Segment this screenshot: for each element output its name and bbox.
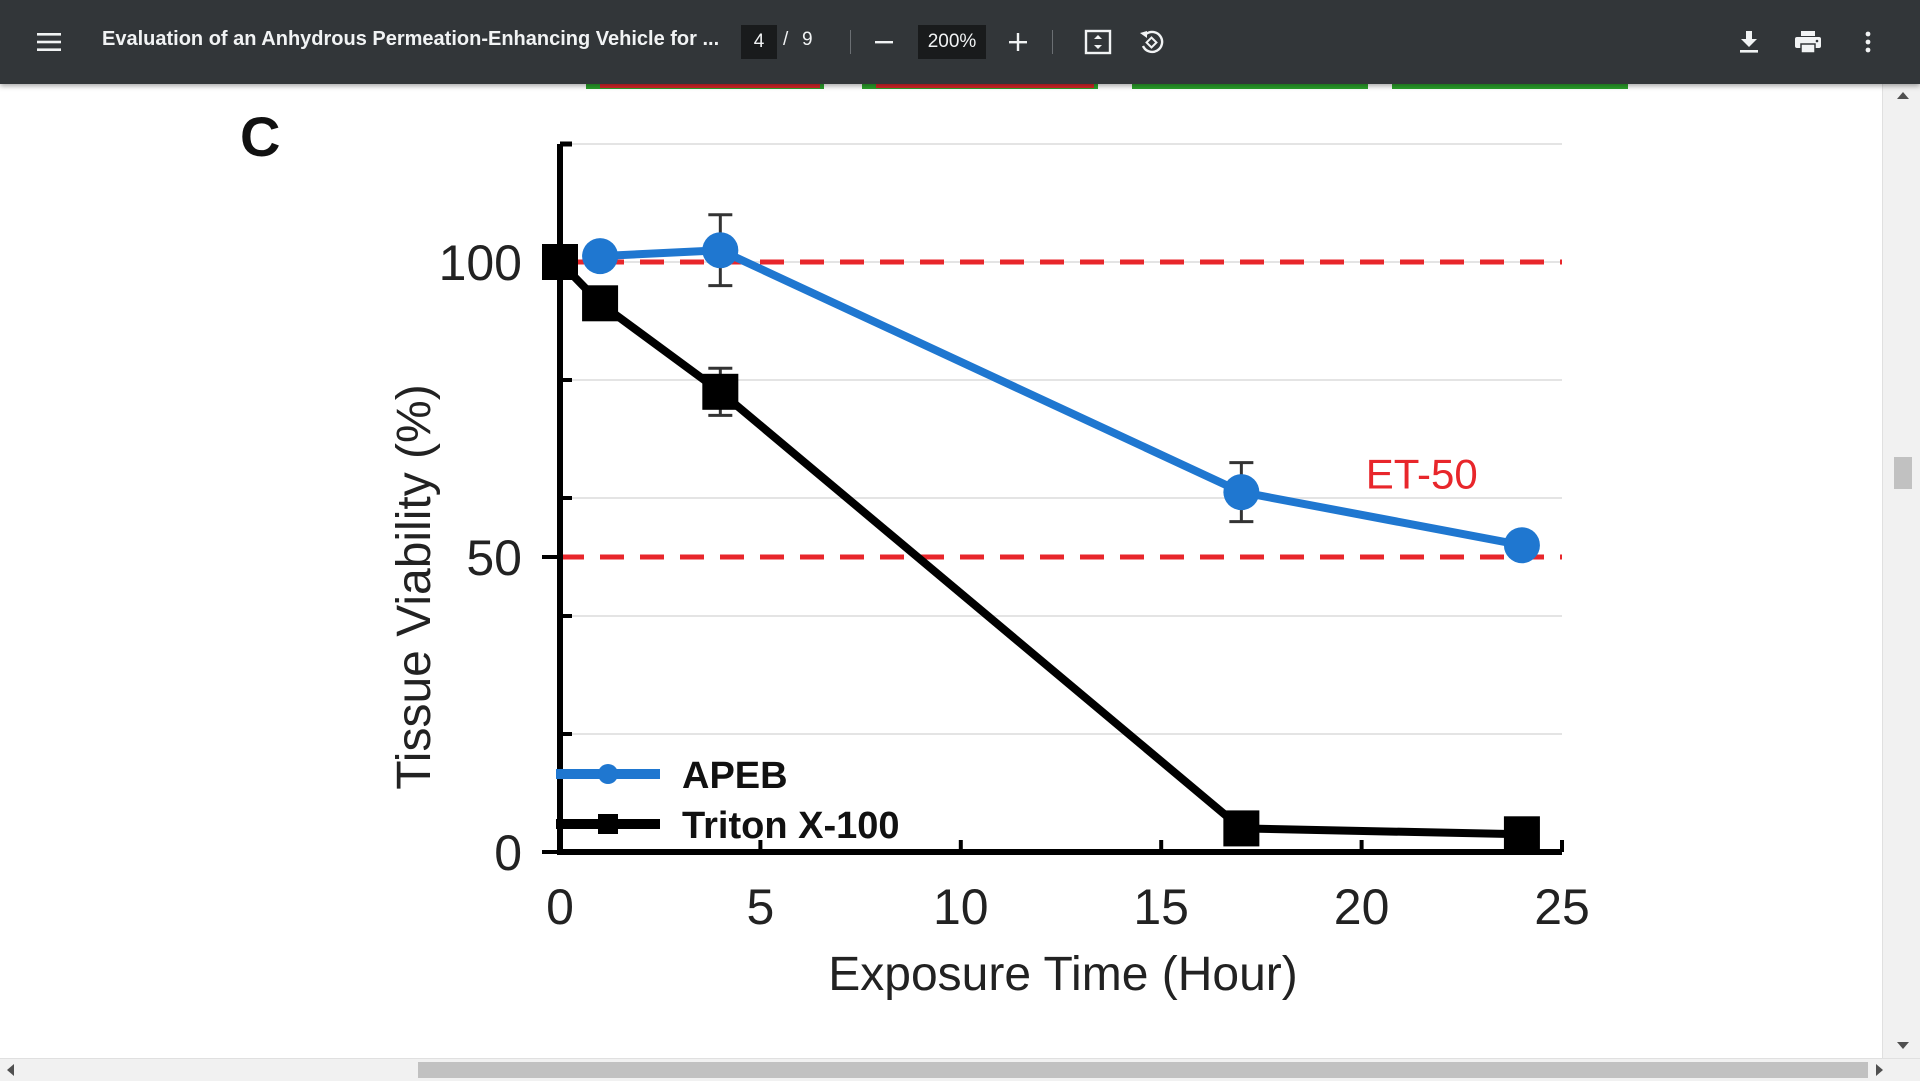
print-icon[interactable]: [1788, 22, 1828, 62]
x-axis-label: Exposure Time (Hour): [828, 948, 1297, 1001]
scroll-right-arrow-icon[interactable]: [1876, 1064, 1883, 1076]
data-point: [1223, 474, 1260, 511]
zoom-level-input[interactable]: [918, 25, 986, 59]
y-tick-label: 50: [466, 530, 522, 586]
document-title: Evaluation of an Anhydrous Permeation-En…: [102, 28, 720, 50]
menu-icon[interactable]: [30, 22, 70, 62]
more-icon[interactable]: [1848, 22, 1888, 62]
scroll-down-arrow-icon[interactable]: [1897, 1042, 1909, 1049]
data-point: [702, 232, 739, 269]
vertical-scrollbar[interactable]: [1882, 84, 1920, 1058]
figure-panel-label: C: [240, 105, 280, 168]
y-tick-label: 100: [439, 235, 522, 291]
data-point: [542, 244, 578, 280]
data-point: [1223, 810, 1260, 847]
zoom-in-icon[interactable]: [998, 22, 1038, 62]
download-icon[interactable]: [1729, 22, 1769, 62]
chart-grid: [560, 143, 1562, 735]
fit-page-icon[interactable]: [1078, 22, 1118, 62]
data-point: [582, 238, 619, 275]
x-tick-label: 20: [1334, 879, 1390, 935]
x-tick-label: 10: [933, 879, 989, 935]
data-point: [1503, 816, 1540, 853]
scroll-up-arrow-icon[interactable]: [1897, 92, 1909, 99]
pdf-page-viewport[interactable]: C 0 50 100 0 5 10 15 20 25 Exposure Time (Hour) Ti…: [0, 84, 1882, 1058]
page-separator: /: [783, 29, 789, 50]
rotate-icon[interactable]: [1131, 22, 1171, 62]
series-line: [557, 259, 1523, 839]
data-point: [582, 285, 619, 322]
x-tick-label: 5: [746, 879, 774, 935]
zoom-out-icon[interactable]: [864, 22, 904, 62]
pdf-toolbar: Evaluation of an Anhydrous Permeation-En…: [0, 0, 1920, 84]
page-total: 9: [802, 29, 813, 50]
horizontal-scrollbar[interactable]: [0, 1058, 1920, 1081]
series-line: [599, 246, 1523, 550]
previous-figure-remnant: [586, 84, 1628, 89]
x-tick-label: 0: [546, 879, 574, 935]
x-tick-label: 15: [1133, 879, 1189, 935]
chart-series: [542, 213, 1540, 853]
annotation-label: ET-50: [1366, 450, 1478, 497]
chart-labels: 0 50 100 0 5 10 15 20 25 Exposure Time (Hour) Tiss…: [388, 235, 1590, 1001]
data-point: [1503, 527, 1540, 564]
legend-swatch-marker: [598, 814, 618, 834]
toolbar-divider: [1052, 30, 1053, 54]
x-tick-label: 25: [1534, 879, 1590, 935]
legend-label: Triton X-100: [682, 805, 900, 847]
scroll-left-arrow-icon[interactable]: [7, 1064, 14, 1076]
horizontal-scrollbar-thumb[interactable]: [418, 1062, 1868, 1078]
legend-swatch-marker: [598, 764, 618, 784]
legend-label: APEB: [682, 755, 788, 797]
tissue-viability-chart: C 0 50 100 0 5 10 15 20 25 Exposure Time (Hour) Ti…: [240, 84, 1628, 1001]
toolbar-divider: [850, 30, 851, 54]
y-tick-label: 0: [494, 825, 522, 881]
chart-legend: APEB Triton X-100: [556, 755, 900, 847]
vertical-scrollbar-thumb[interactable]: [1894, 457, 1912, 489]
data-point: [702, 373, 739, 410]
y-axis-label: Tissue Viability (%): [388, 384, 441, 789]
page-number-input[interactable]: [741, 25, 777, 59]
